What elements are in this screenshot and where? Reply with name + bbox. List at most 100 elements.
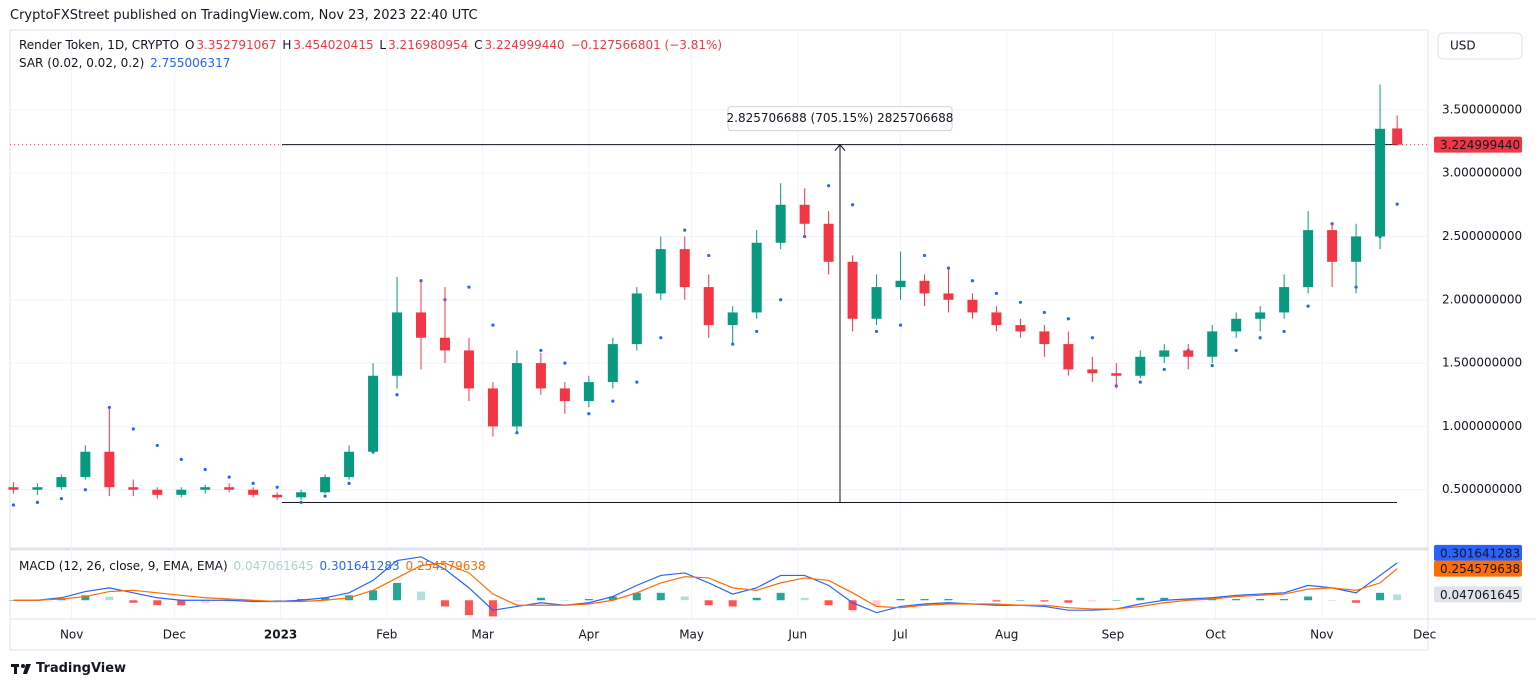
macd-histogram-bar [1256,599,1265,601]
macd-histogram-bar [560,600,569,601]
candle-body [775,204,786,243]
sar-dot [850,203,855,207]
macd-signal-value: 0.254579638 [405,559,486,573]
candle-body [895,280,906,288]
sar-legend: SAR (0.02, 0.02, 0.2) 2.755006317 [19,56,232,70]
symbol: Render Token, 1D, CRYPTO [19,38,180,52]
open-value: 3.352791067 [196,38,277,52]
x-tick-label: Nov [60,628,83,642]
y-tick-label: 1.000000000 [1442,419,1522,433]
candle-body [1351,236,1362,262]
candle-body [56,477,67,488]
candle-body [1183,350,1194,357]
macd-histogram-bar [129,600,138,603]
sar-dot [635,380,639,384]
candle-body [1375,128,1386,237]
sar-dot [1395,202,1399,206]
sar-dot [779,298,783,302]
candle-body [200,487,211,490]
candle-body [416,312,427,338]
macd-line [13,556,1398,614]
x-tick-label: Apr [578,628,599,642]
x-tick-label: Aug [995,628,1018,642]
macd-histogram-bar [512,600,521,602]
sar-dot [827,184,831,188]
candle-body [559,388,570,402]
sar-dot [563,361,567,365]
macd-histogram-bar [800,597,809,601]
sar-dot [347,481,351,486]
candle-body [1063,344,1074,370]
macd-histogram-bar [1040,600,1049,602]
candle-body [943,293,954,300]
macd-histogram-bar [1136,597,1145,601]
x-tick-label: Oct [1205,628,1226,642]
macd-histogram-bar [608,596,617,601]
candle-body [799,204,810,224]
y-tick-label: 0.500000000 [1442,482,1522,496]
macd-histogram-bar [728,600,737,607]
macd-histogram-bar [1232,599,1241,601]
candle-body [104,451,115,488]
open-label: O [184,38,195,52]
macd-histogram-bar [536,597,545,601]
candle-body [679,249,690,288]
sar-dot [395,393,399,397]
macd-histogram-bar [1328,600,1337,601]
candle-body [967,299,978,313]
sar-dot [1042,310,1046,315]
candle-body [1255,312,1266,319]
candle-body [583,382,594,402]
y-tick-label: 3.500000000 [1442,102,1522,116]
sar-dot [587,412,591,416]
currency[interactable]: USD [1450,39,1476,53]
candle-body [296,492,307,498]
macd-histogram-bar [872,600,881,607]
x-tick-label: May [679,628,704,642]
sar-dot [155,443,159,448]
macd-histogram-bar [57,599,66,601]
candle-body [152,489,163,495]
sar-dot [922,253,927,258]
sar-dot [611,399,615,403]
sar-dot [1210,364,1214,368]
sar-dot [1090,336,1094,340]
x-tick-label: Feb [376,628,397,642]
candle-body [1159,350,1170,357]
macd-histogram-bar [824,600,833,606]
macd-histogram-bar [1064,600,1073,603]
sar-dot [491,323,495,327]
macd-histogram-bar [896,599,905,601]
sar-dot [898,323,903,327]
measure-label: 2.825706688 (705.15%) 2825706688 [727,111,954,125]
candle-body [751,242,762,313]
footer-brand: TradingView [36,661,127,676]
sar-dot [874,329,879,334]
macd-histogram-bar [1112,600,1121,601]
currency-button[interactable] [1437,32,1523,60]
candle-body [80,451,91,478]
candle-body [248,489,259,495]
candle-body [439,337,450,351]
macd-histogram-bar [249,600,258,602]
macd-histogram-bar [1352,600,1361,603]
macd-value-box [1434,586,1522,603]
candle-body [655,249,666,294]
sar-dot [1258,336,1262,340]
candle-body [631,293,642,345]
macd-value-label: 0.254579638 [1440,562,1520,576]
sar-dot [251,481,255,486]
sar-dot [707,253,711,258]
close-value: 3.224999440 [484,38,565,52]
sar-dot [755,329,759,334]
macd-histogram-bar [369,590,378,601]
macd-line-value: 0.301641283 [319,559,400,573]
macd-value-box [1434,560,1522,577]
macd-histogram-bar [704,600,713,606]
measure-arrow-head [834,143,846,151]
candle-body [1207,331,1218,357]
candle-body [1015,325,1026,332]
logo-part [14,664,17,674]
macd-histogram-bar [656,592,665,601]
